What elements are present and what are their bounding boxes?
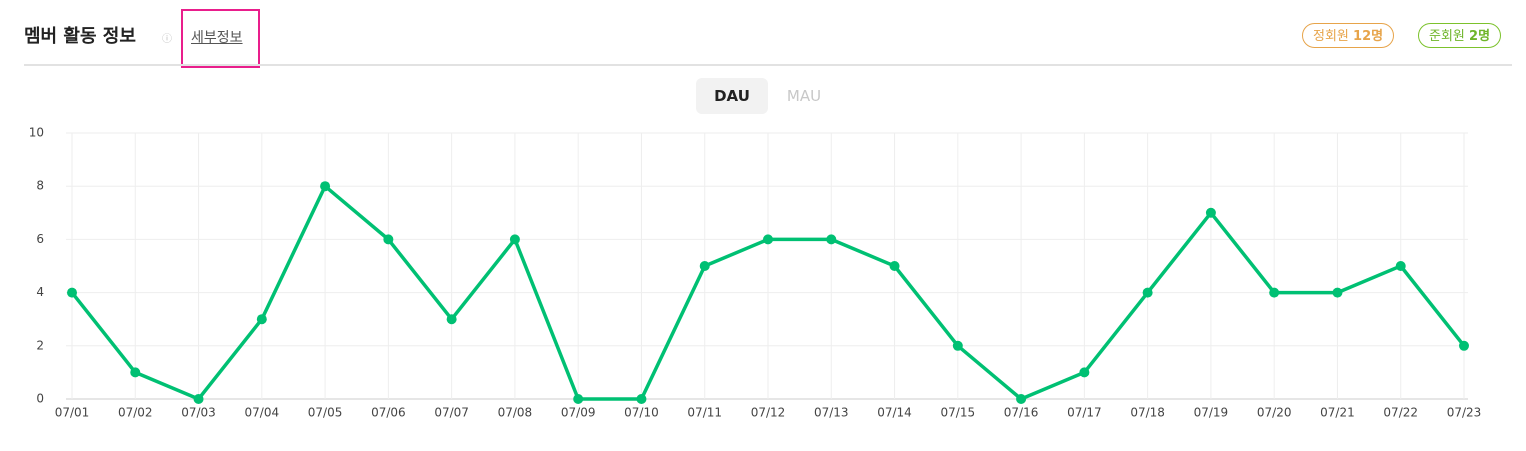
x-tick-label: 07/03 [181, 406, 216, 420]
x-tick-label: 07/11 [687, 406, 722, 420]
point [1395, 261, 1406, 271]
x-tick-label: 07/19 [1194, 406, 1229, 420]
x-tick-label: 07/12 [751, 406, 786, 420]
x-tick-label: 07/17 [1067, 406, 1102, 420]
x-tick-label: 07/18 [1130, 406, 1165, 420]
section-title: 멤버 활동 정보 [24, 26, 136, 47]
point [256, 314, 267, 325]
badge[interactable]: 정회원 12명 [1302, 23, 1395, 48]
x-tick-label: 07/23 [1447, 406, 1482, 420]
x-tick-label: 07/07 [434, 406, 469, 420]
y-tick-label: 10 [29, 126, 44, 140]
badge-count: 12명 [1353, 29, 1384, 44]
point [446, 314, 457, 325]
point [1142, 287, 1153, 298]
point [826, 234, 837, 245]
point [889, 261, 900, 271]
point [763, 234, 773, 245]
x-tick-label: 07/05 [308, 406, 343, 420]
point [699, 261, 710, 271]
x-tick-label: 07/08 [498, 406, 533, 420]
point [573, 394, 584, 404]
point [1332, 287, 1343, 298]
x-tick-label: 07/13 [814, 406, 849, 420]
x-tick-label: 07/20 [1257, 406, 1292, 420]
badge-count: 2명 [1469, 29, 1491, 44]
x-tick-label: 07/15 [941, 406, 976, 420]
x-tick-label: 07/21 [1320, 406, 1355, 420]
point [1205, 207, 1216, 218]
point [509, 234, 520, 245]
detail-link[interactable]: 세부정보 [191, 30, 243, 46]
point [193, 394, 204, 404]
divider [24, 64, 1512, 66]
point [636, 394, 647, 404]
x-tick-label: 07/14 [877, 406, 912, 420]
x-tick-label: 07/02 [118, 406, 153, 420]
x-tick-label: 07/16 [1004, 406, 1039, 420]
point [1459, 340, 1469, 351]
y-tick-label: 2 [36, 338, 44, 352]
point [1016, 394, 1027, 404]
y-tick-label: 8 [36, 179, 44, 193]
badge-label: 준회원 [1429, 29, 1465, 44]
x-tick-label: 07/06 [371, 406, 406, 420]
y-tick-label: 0 [36, 392, 44, 406]
tab[interactable]: DAU [696, 78, 768, 114]
badge[interactable]: 준회원 2명 [1418, 23, 1502, 48]
point [952, 340, 963, 351]
y-tick-label: 4 [36, 285, 44, 299]
point [1079, 367, 1090, 378]
badge-label: 정회원 [1313, 29, 1349, 44]
y-tick-label: 6 [36, 232, 44, 246]
info-icon[interactable]: ⓘ [162, 34, 172, 45]
x-tick-label: 07/09 [561, 406, 596, 420]
tab[interactable]: MAU [786, 87, 822, 105]
x-tick-label: 07/22 [1383, 406, 1418, 420]
highlight-box [181, 9, 260, 68]
x-tick-label: 07/01 [55, 406, 90, 420]
x-tick-label: 07/04 [245, 406, 280, 420]
point [383, 234, 394, 245]
point [320, 181, 331, 192]
point [67, 287, 77, 298]
x-tick-label: 07/10 [624, 406, 659, 420]
point [1269, 287, 1280, 298]
point [130, 367, 141, 378]
